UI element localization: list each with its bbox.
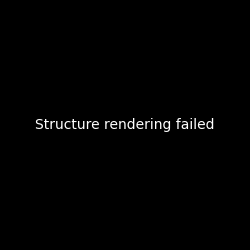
Text: Structure rendering failed: Structure rendering failed [35, 118, 215, 132]
